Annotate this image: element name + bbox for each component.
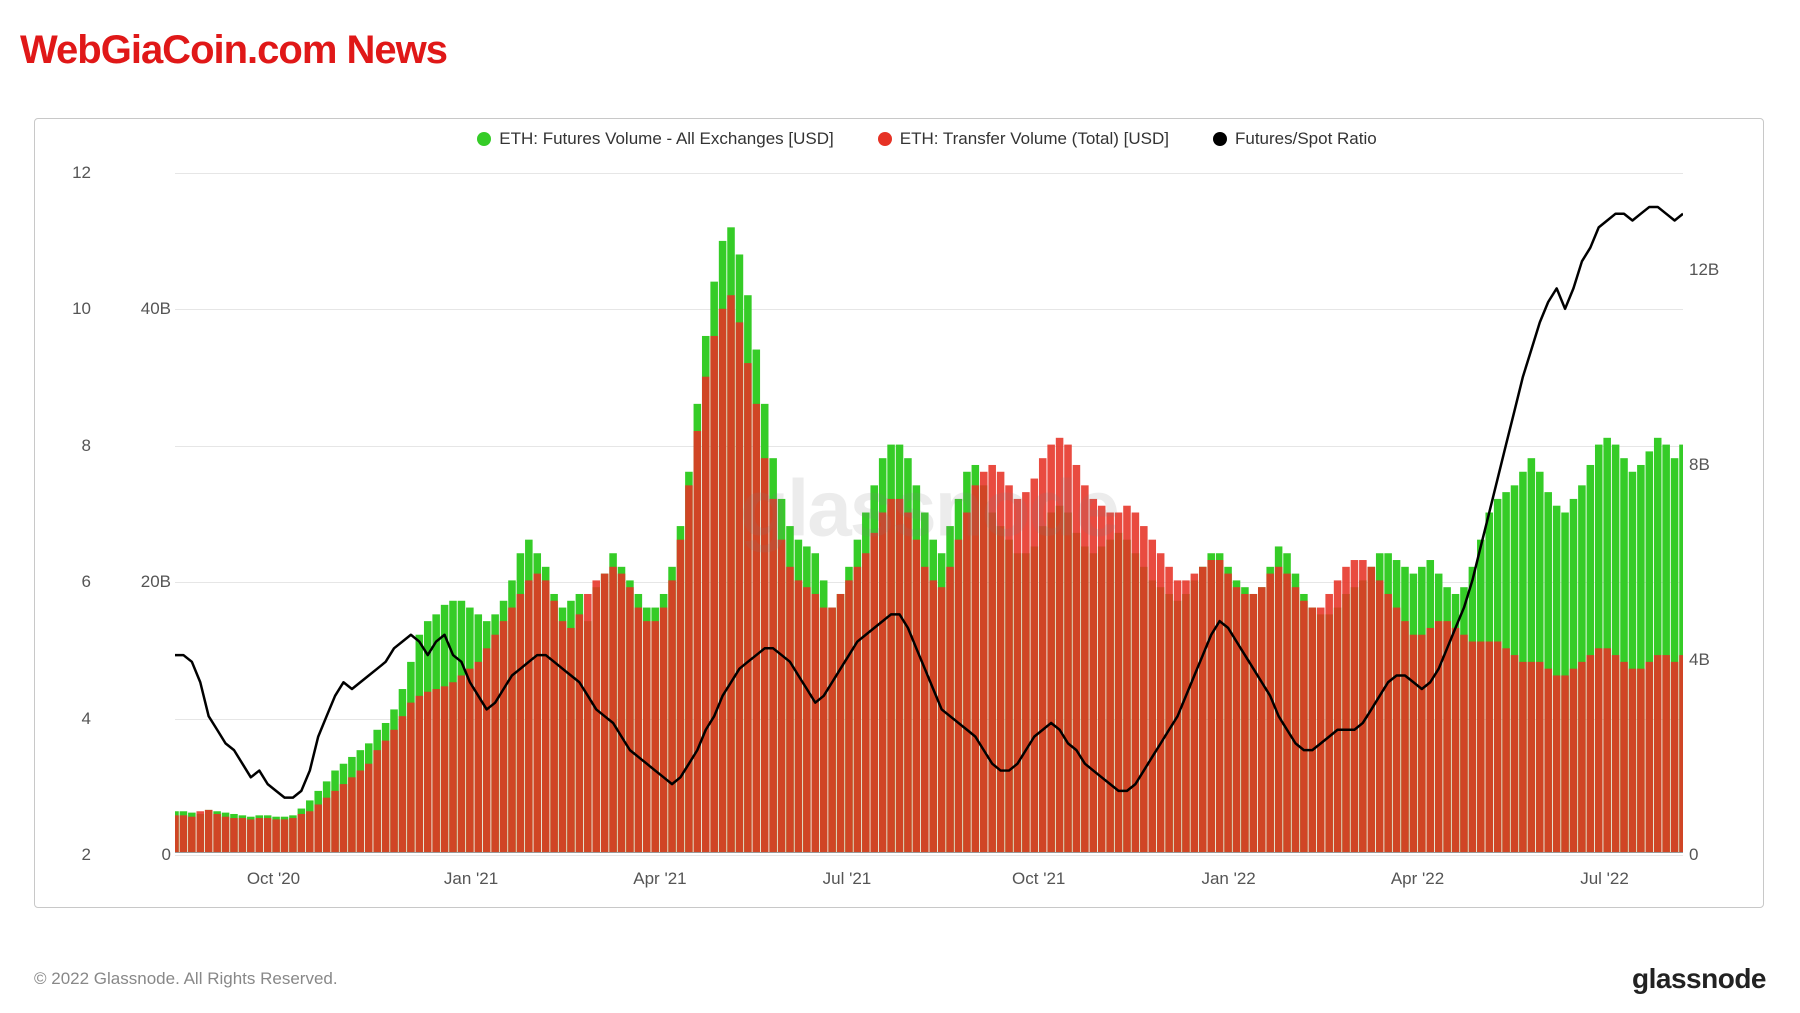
x-tick-label: Apr '22	[1391, 869, 1444, 889]
y2-tick-label: 40B	[129, 299, 171, 319]
y2-tick-label: 0	[129, 845, 171, 865]
plot-area: glassnode	[175, 173, 1683, 853]
legend-dot	[477, 132, 491, 146]
y3-tick-label: 4B	[1689, 650, 1739, 670]
y3-tick-label: 12B	[1689, 260, 1739, 280]
legend-label: ETH: Futures Volume - All Exchanges [USD…	[499, 129, 833, 149]
x-tick-label: Oct '21	[1012, 869, 1065, 889]
legend-label: ETH: Transfer Volume (Total) [USD]	[900, 129, 1169, 149]
y1-tick-label: 4	[55, 709, 91, 729]
x-tick-label: Jan '21	[444, 869, 498, 889]
y1-tick-label: 12	[55, 163, 91, 183]
y3-tick-label: 8B	[1689, 455, 1739, 475]
legend-item: ETH: Transfer Volume (Total) [USD]	[878, 129, 1169, 149]
legend-dot	[1213, 132, 1227, 146]
legend-dot	[878, 132, 892, 146]
y3-tick-label: 0	[1689, 845, 1739, 865]
copyright-text: © 2022 Glassnode. All Rights Reserved.	[34, 969, 338, 989]
y1-tick-label: 10	[55, 299, 91, 319]
x-tick-label: Jan '22	[1201, 869, 1255, 889]
x-tick-label: Jul '22	[1580, 869, 1629, 889]
footer: © 2022 Glassnode. All Rights Reserved. g…	[34, 963, 1766, 995]
overlay-title: WebGiaCoin.com News	[20, 28, 447, 73]
chart-container: ETH: Futures Volume - All Exchanges [USD…	[34, 118, 1764, 908]
x-tick-label: Apr '21	[633, 869, 686, 889]
brand-logo: glassnode	[1632, 963, 1766, 995]
legend: ETH: Futures Volume - All Exchanges [USD…	[91, 129, 1763, 149]
plot-svg	[175, 173, 1683, 852]
legend-item: ETH: Futures Volume - All Exchanges [USD…	[477, 129, 833, 149]
y2-tick-label: 20B	[129, 572, 171, 592]
legend-item: Futures/Spot Ratio	[1213, 129, 1377, 149]
x-tick-label: Jul '21	[823, 869, 872, 889]
y1-tick-label: 2	[55, 845, 91, 865]
x-tick-label: Oct '20	[247, 869, 300, 889]
legend-label: Futures/Spot Ratio	[1235, 129, 1377, 149]
y1-tick-label: 6	[55, 572, 91, 592]
y1-tick-label: 8	[55, 436, 91, 456]
